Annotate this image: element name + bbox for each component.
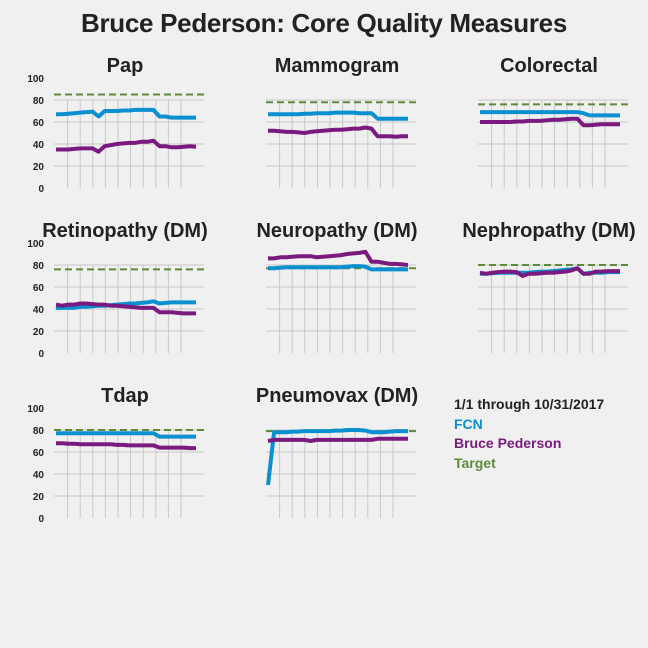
series-line-bruce-pederson <box>56 441 196 451</box>
y-tick-label: 40 <box>33 140 45 151</box>
series-line-fcn <box>268 264 408 272</box>
legend-patient: Bruce Pederson <box>454 435 562 451</box>
y-tick-label: 80 <box>33 261 45 272</box>
series-line-bruce-pederson <box>479 266 620 278</box>
y-tick-label: 60 <box>33 118 45 129</box>
series-line-fcn <box>266 428 408 486</box>
y-tick-label: 20 <box>33 327 45 338</box>
y-tick-label: 0 <box>38 184 44 195</box>
chart-pap: Pap 0 20 40 60 80 100 <box>27 55 204 195</box>
series-line-fcn <box>56 431 196 439</box>
y-tick-label: 60 <box>33 283 45 294</box>
chart-tdap: Tdap 0 20 40 60 80 100 <box>27 385 204 525</box>
chart-title: Pneumovax (DM) <box>256 385 418 407</box>
y-tick-label: 100 <box>27 239 44 250</box>
series-line-bruce-pederson <box>55 301 196 316</box>
chart-nephropathy-dm: Nephropathy (DM) <box>462 220 636 353</box>
chart-retinopathy-dm: Retinopathy (DM) 0 20 40 60 80 100 <box>27 220 207 360</box>
y-tick-label: 0 <box>38 349 44 360</box>
series-line-bruce-pederson <box>268 125 408 139</box>
y-tick-label: 20 <box>33 162 45 173</box>
legend-period: 1/1 through 10/31/2017 <box>454 396 605 412</box>
series-line-bruce-pederson <box>267 436 408 443</box>
series-line-fcn <box>480 110 620 118</box>
chart-title: Mammogram <box>275 55 399 77</box>
legend: 1/1 through 10/31/2017 FCN Bruce Pederso… <box>454 395 604 473</box>
chart-title: Retinopathy (DM) <box>42 220 208 242</box>
page-title: Bruce Pederson: Core Quality Measures <box>81 8 567 38</box>
y-tick-label: 60 <box>33 448 45 459</box>
chart-neuropathy-dm: Neuropathy (DM) <box>256 220 418 353</box>
y-tick-label: 80 <box>33 426 45 437</box>
chart-title: Tdap <box>101 385 149 407</box>
series-line-bruce-pederson <box>56 138 197 154</box>
series-line-fcn <box>56 299 196 310</box>
y-tick-label: 20 <box>33 492 45 503</box>
series-line-bruce-pederson <box>268 249 409 267</box>
series-line-bruce-pederson <box>480 116 620 128</box>
chart-title: Neuropathy (DM) <box>256 220 417 242</box>
chart-mammogram: Mammogram <box>266 55 416 188</box>
y-tick-label: 100 <box>27 74 44 85</box>
chart-colorectal: Colorectal <box>478 55 628 188</box>
legend-fcn: FCN <box>454 415 483 432</box>
chart-title: Nephropathy (DM) <box>462 220 635 242</box>
series-line-fcn <box>56 107 196 120</box>
chart-pneumovax-dm: Pneumovax (DM) <box>256 385 418 518</box>
legend-target: Target <box>454 454 496 471</box>
series-line-fcn <box>268 110 408 121</box>
y-tick-label: 80 <box>33 96 45 107</box>
y-tick-label: 40 <box>33 470 45 481</box>
chart-title: Pap <box>107 55 144 77</box>
y-tick-label: 0 <box>38 514 44 525</box>
y-tick-label: 40 <box>33 305 45 316</box>
chart-title: Colorectal <box>500 55 598 77</box>
y-tick-label: 100 <box>27 404 44 415</box>
